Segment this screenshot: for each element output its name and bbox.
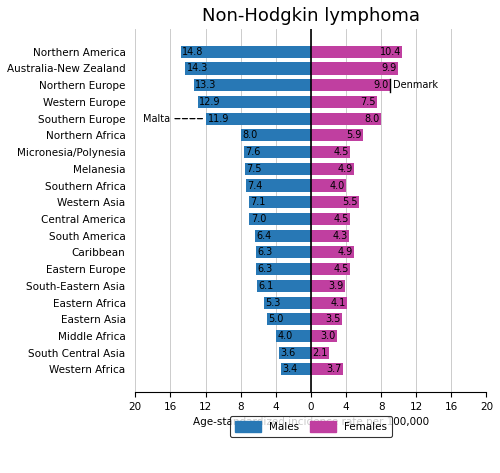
Bar [311,347,330,359]
Bar [246,179,311,192]
Bar [311,297,347,308]
Bar [245,163,311,175]
Bar [254,230,311,242]
Bar [256,263,311,275]
Bar [250,213,311,225]
Bar [256,246,311,258]
Text: 4.5: 4.5 [334,147,349,157]
Bar [311,113,381,125]
Bar [258,280,311,292]
Text: 14.3: 14.3 [186,63,208,73]
Legend: Males, Females: Males, Females [230,416,392,438]
Bar [206,113,311,125]
Text: 5.0: 5.0 [268,314,283,324]
Bar [311,213,350,225]
Text: 4.1: 4.1 [330,298,345,307]
Bar [267,313,311,325]
Bar [181,46,311,58]
Bar [194,79,311,91]
Bar [311,179,346,192]
Text: 7.4: 7.4 [247,181,262,191]
Text: 10.4: 10.4 [380,47,401,57]
Text: 5.3: 5.3 [266,298,281,307]
Text: 4.0: 4.0 [330,181,344,191]
Text: 7.5: 7.5 [360,97,376,107]
Text: 9.0: 9.0 [374,80,388,90]
Text: 6.3: 6.3 [257,264,272,274]
Bar [311,230,348,242]
Text: 7.1: 7.1 [250,197,265,207]
Bar [311,129,362,141]
Bar [244,146,311,158]
Bar [311,196,359,208]
Bar [311,96,376,108]
Bar [281,363,311,376]
Bar [311,163,354,175]
Text: 4.0: 4.0 [277,331,292,341]
Bar [276,330,311,342]
Text: 6.1: 6.1 [258,281,274,291]
Bar [311,330,337,342]
Bar [311,79,390,91]
Bar [280,347,311,359]
Text: 7.0: 7.0 [250,214,266,224]
Text: 6.3: 6.3 [257,247,272,257]
Text: 14.8: 14.8 [182,47,204,57]
Text: 5.9: 5.9 [346,131,362,140]
Bar [186,62,311,75]
Text: 4.5: 4.5 [334,264,349,274]
Text: 9.9: 9.9 [381,63,396,73]
Bar [311,146,350,158]
Bar [311,263,350,275]
Title: Non-Hodgkin lymphoma: Non-Hodgkin lymphoma [202,7,420,25]
Text: 4.9: 4.9 [338,247,352,257]
Bar [311,246,354,258]
Text: Malta: Malta [144,114,171,123]
Bar [311,363,344,376]
Text: 7.6: 7.6 [246,147,261,157]
Text: Denmark: Denmark [392,80,438,90]
Text: 8.0: 8.0 [364,114,380,123]
Text: 2.1: 2.1 [312,348,328,358]
Text: 4.3: 4.3 [332,231,347,241]
Text: 13.3: 13.3 [196,80,217,90]
Text: 12.9: 12.9 [199,97,220,107]
Bar [311,313,342,325]
Bar [248,196,311,208]
Bar [311,280,345,292]
Text: 7.5: 7.5 [246,164,262,174]
Text: 6.4: 6.4 [256,231,272,241]
Text: 3.0: 3.0 [320,331,336,341]
Text: 3.6: 3.6 [280,348,296,358]
Text: 4.5: 4.5 [334,214,349,224]
Text: 11.9: 11.9 [208,114,229,123]
Bar [311,46,402,58]
Text: 3.4: 3.4 [282,364,298,375]
Text: 5.5: 5.5 [342,197,358,207]
Text: 8.0: 8.0 [242,131,257,140]
Text: 3.5: 3.5 [325,314,340,324]
Text: 4.9: 4.9 [338,164,352,174]
Text: 3.9: 3.9 [328,281,344,291]
Bar [311,62,398,75]
Bar [240,129,311,141]
X-axis label: Age-standardized incidence rate per 100,000: Age-standardized incidence rate per 100,… [193,417,429,427]
Bar [198,96,311,108]
Text: 3.7: 3.7 [326,364,342,375]
Bar [264,297,311,308]
